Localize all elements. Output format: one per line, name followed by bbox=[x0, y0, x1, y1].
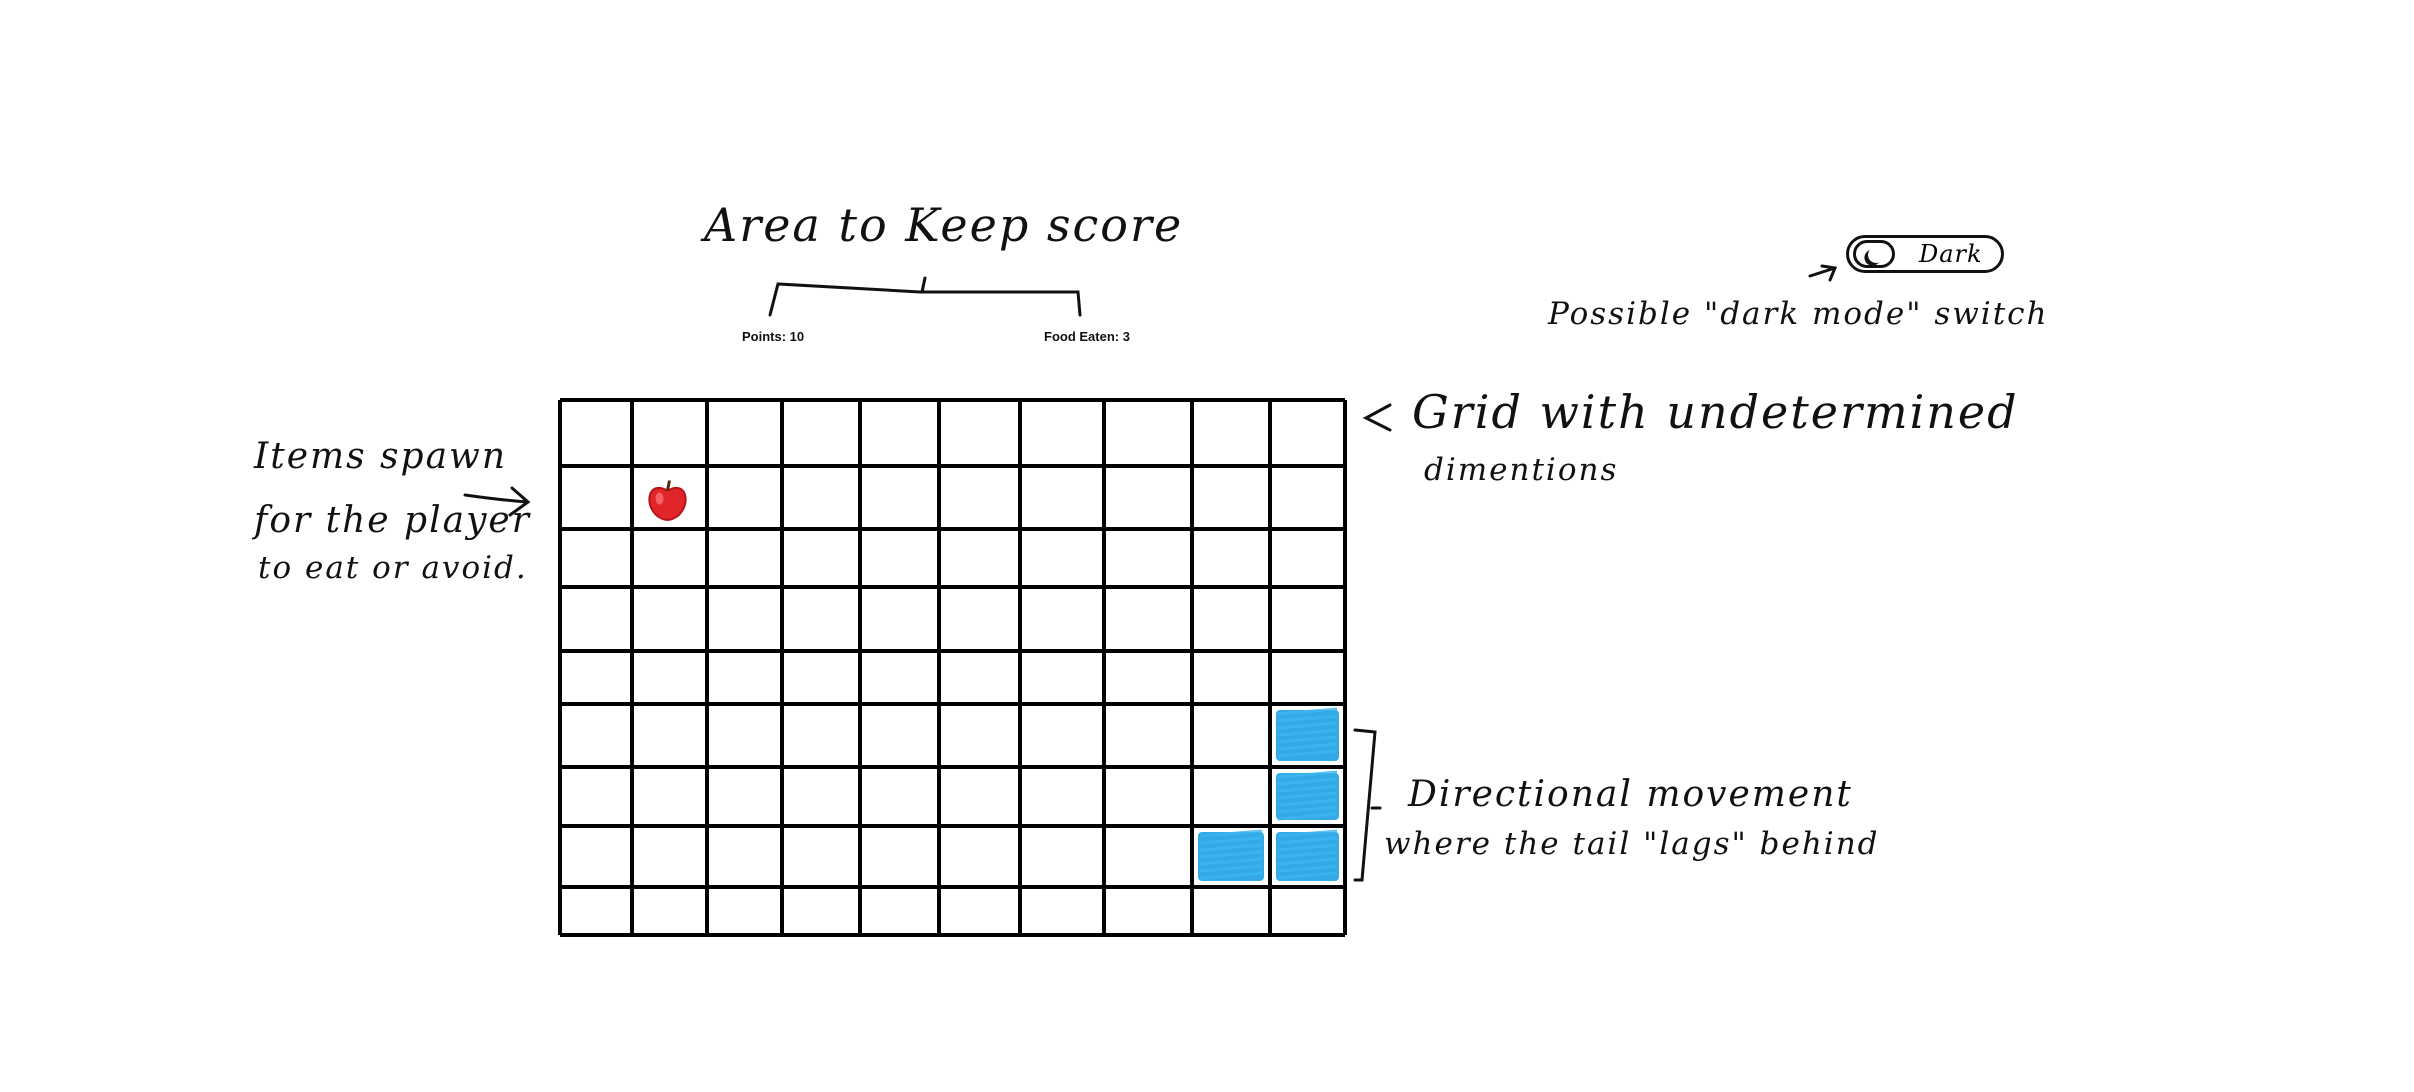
dark-mode-toggle[interactable]: Dark bbox=[1846, 235, 2004, 273]
score-bracket bbox=[768, 276, 1082, 317]
toggle-label: Dark bbox=[1919, 240, 1983, 268]
toggle-pointer-icon bbox=[1808, 264, 1838, 282]
snake-segment bbox=[1276, 770, 1339, 821]
apple-icon bbox=[648, 480, 687, 521]
movement-annotation-line1: Directional movement bbox=[1408, 774, 1853, 815]
snake bbox=[1198, 707, 1339, 881]
dark-mode-annotation: Possible "dark mode" switch bbox=[1548, 296, 2049, 332]
items-annotation-line2: for the player bbox=[254, 500, 531, 541]
grid-pointer-icon bbox=[1362, 403, 1392, 432]
items-annotation-line1: Items spawn bbox=[254, 436, 508, 477]
snake-segment bbox=[1276, 829, 1339, 881]
points-display: Points: 10 bbox=[742, 329, 805, 344]
movement-annotation-line2: where the tail "lags" behind bbox=[1384, 826, 1880, 862]
grid-lines bbox=[558, 398, 1347, 937]
food-layer bbox=[648, 480, 687, 521]
toggle-knob bbox=[1853, 240, 1895, 268]
score-area-annotation: Area to Keep score bbox=[704, 198, 1184, 252]
grid-annotation-line2: dimentions bbox=[1424, 452, 1619, 488]
snake-segment bbox=[1276, 707, 1339, 761]
moon-icon bbox=[1867, 246, 1886, 265]
food-eaten-display: Food Eaten: 3 bbox=[1044, 329, 1130, 344]
snake-segment bbox=[1198, 829, 1264, 881]
movement-bracket bbox=[1353, 728, 1382, 882]
grid-annotation-line1: Grid with undetermined bbox=[1412, 385, 2019, 439]
items-annotation-line3: to eat or avoid. bbox=[258, 550, 528, 586]
